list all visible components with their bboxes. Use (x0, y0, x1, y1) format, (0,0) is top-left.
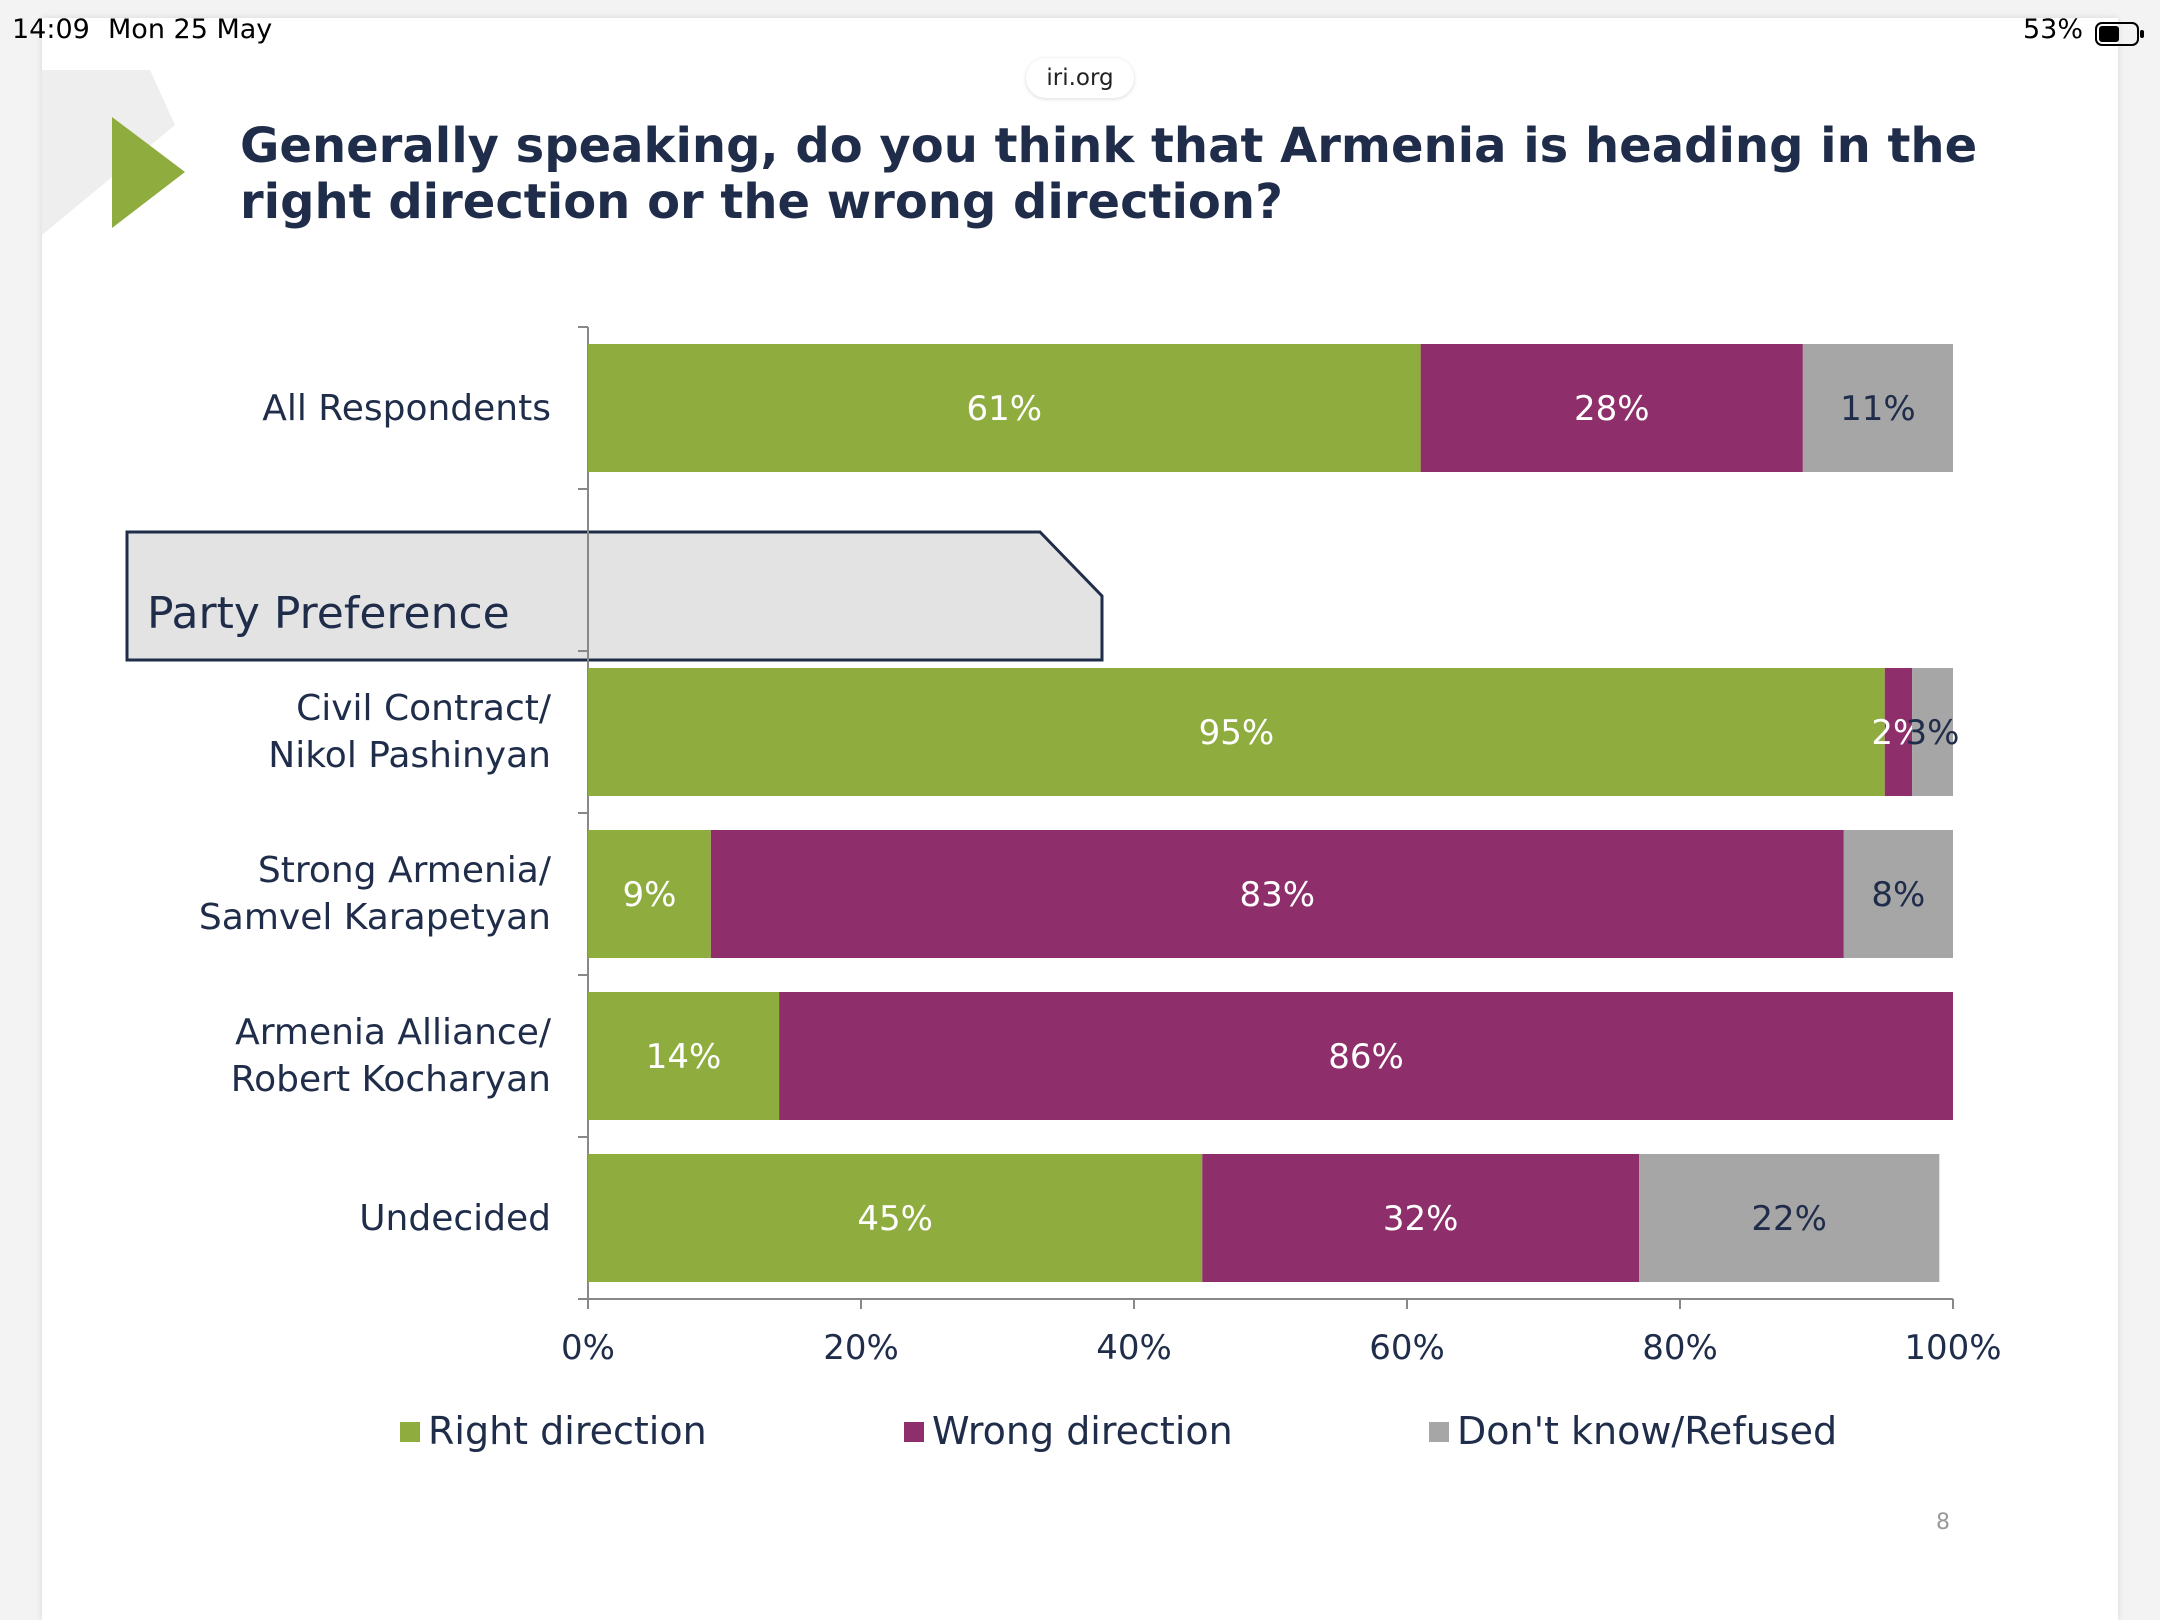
status-date: Mon 25 May (108, 14, 273, 45)
value-label: 86% (1328, 1037, 1404, 1077)
bar-segment (588, 1154, 1203, 1282)
bar-segment (588, 830, 711, 958)
x-tick-label: 0% (561, 1328, 615, 1368)
value-label: 14% (646, 1037, 722, 1077)
bar-segment (588, 344, 1421, 472)
legend-label: Don't know/Refused (1457, 1409, 1837, 1453)
bar-segment (710, 830, 1844, 958)
value-label: 45% (857, 1199, 933, 1239)
value-label: 28% (1574, 389, 1650, 429)
bar-segment (1202, 1154, 1640, 1282)
value-label: 83% (1240, 875, 1316, 915)
slide (42, 18, 2118, 1620)
section-label: Party Preference (147, 588, 510, 639)
decor (42, 70, 175, 235)
legend-swatch (1429, 1422, 1449, 1442)
bar-segment (1420, 344, 1803, 472)
value-label: 32% (1383, 1199, 1459, 1239)
value-label: 11% (1840, 389, 1916, 429)
legend-label: Right direction (428, 1409, 707, 1453)
bar-segment (588, 668, 1885, 796)
value-label: 8% (1871, 875, 1925, 915)
page-number: 8 (1936, 1510, 1950, 1535)
bar-segment (588, 992, 780, 1120)
category-label: Strong Armenia/ Samvel Karapetyan (198, 850, 551, 938)
bar-segment (1639, 1154, 1940, 1282)
value-label: 3% (1906, 713, 1960, 753)
x-tick-label: 20% (823, 1328, 899, 1368)
value-label: 95% (1199, 713, 1275, 753)
category-label: Armenia Alliance/ Robert Kocharyan (230, 1012, 551, 1100)
x-tick-label: 100% (1904, 1328, 2001, 1368)
x-tick-label: 80% (1642, 1328, 1718, 1368)
battery: 53% (2023, 14, 2084, 45)
legend-swatch (400, 1422, 420, 1442)
x-tick-label: 40% (1096, 1328, 1172, 1368)
bar-segment (1843, 830, 1953, 958)
bar-segment (1802, 344, 1953, 472)
value-label: 61% (967, 389, 1043, 429)
x-tick-label: 60% (1369, 1328, 1445, 1368)
bar-segment (1884, 668, 1913, 796)
section-box (125, 530, 1104, 662)
chart-title: Generally speaking, do you think that Ar… (240, 118, 1978, 230)
battery-icon (2095, 22, 2144, 46)
legend-swatch (904, 1422, 924, 1442)
bar-segment (779, 992, 1953, 1120)
value-label: 9% (622, 875, 676, 915)
legend-label: Wrong direction (932, 1409, 1233, 1453)
category-label: Civil Contract/ Nikol Pashinyan (268, 688, 551, 776)
bar-segment (1912, 668, 1953, 796)
value-label: 22% (1751, 1199, 1827, 1239)
category-label: Undecided (359, 1197, 551, 1239)
category-label: All Respondents (262, 387, 551, 429)
url-bar[interactable]: iri.org (1026, 58, 1134, 98)
status-time: 14:09 (12, 14, 90, 45)
title-arrow (112, 117, 185, 228)
